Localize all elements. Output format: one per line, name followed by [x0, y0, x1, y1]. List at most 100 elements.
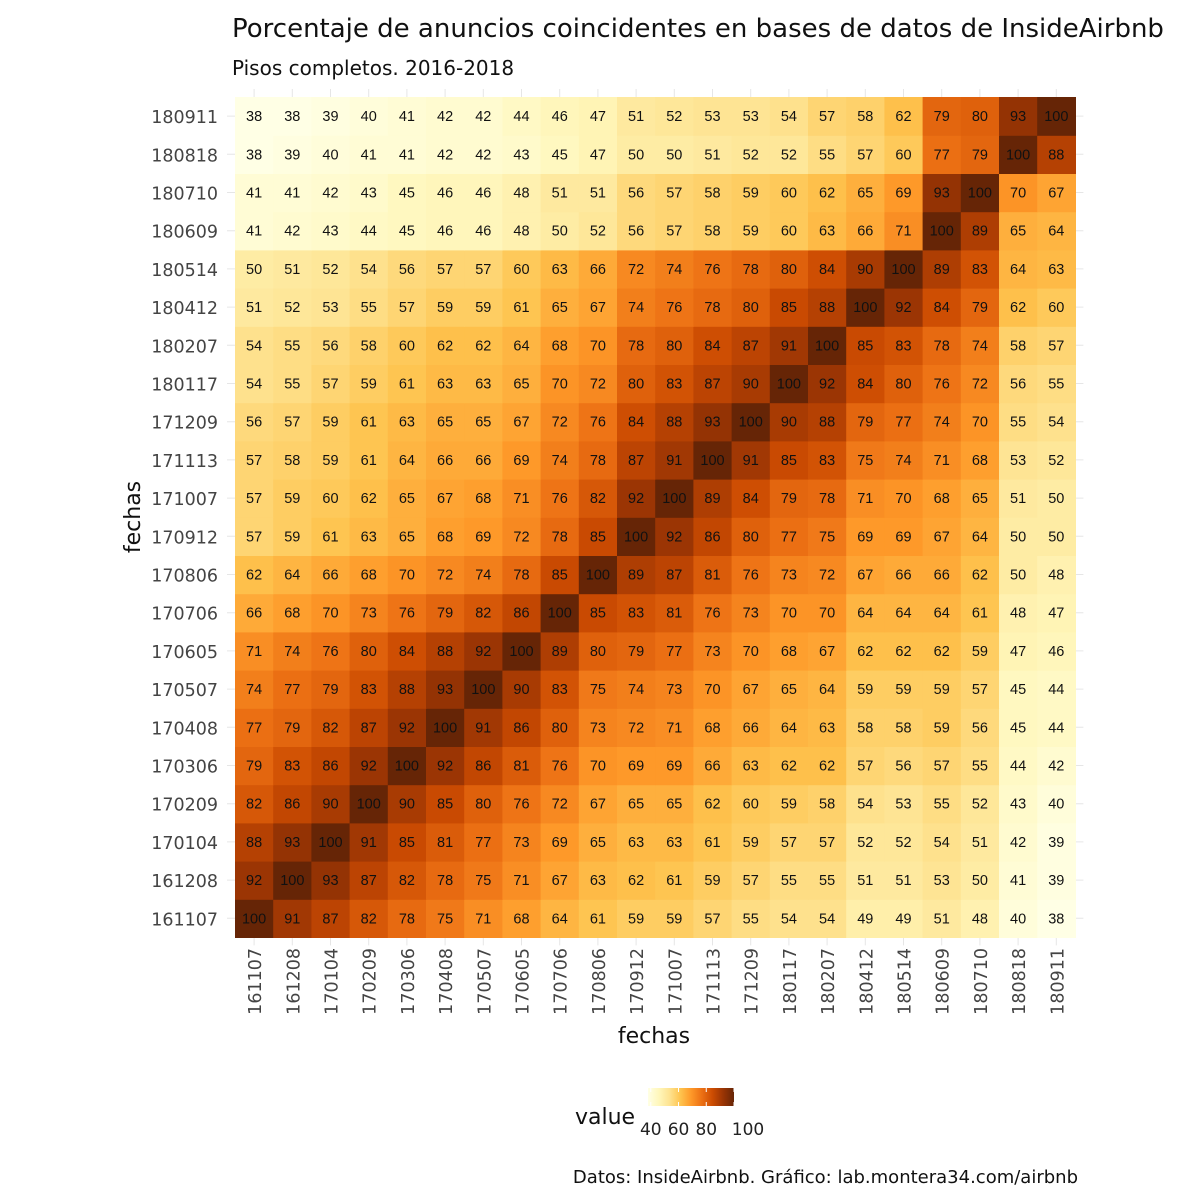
cell-value-label: 61: [399, 377, 415, 393]
cell-value-label: 55: [284, 338, 300, 354]
cell-value-label: 46: [437, 224, 453, 240]
y-tick-label: 180514: [151, 261, 218, 281]
heatmap-cell: [999, 517, 1038, 556]
x-tick-label: 170806: [590, 948, 610, 1015]
heatmap-cell: [502, 249, 542, 289]
legend-title: value: [575, 1105, 635, 1130]
heatmap-cell: [808, 746, 847, 786]
cell-value-label: 52: [972, 797, 988, 813]
heatmap-cell: [349, 822, 389, 862]
cell-value-label: 69: [895, 186, 911, 202]
cell-value-label: 76: [590, 415, 606, 431]
cell-value-label: 84: [399, 644, 415, 660]
cell-value-label: 42: [437, 109, 453, 125]
cell-value-label: 81: [437, 835, 453, 851]
heatmap-cell: [235, 899, 274, 938]
cell-value-label: 56: [399, 262, 415, 278]
heatmap-cell: [922, 135, 962, 174]
heatmap-cell: [387, 899, 427, 938]
heatmap-cell: [540, 249, 580, 289]
heatmap-cell: [235, 326, 274, 365]
cell-value-label: 90: [781, 415, 797, 431]
legend-tick-label: 80: [695, 1120, 717, 1140]
heatmap-cell: [426, 593, 465, 633]
cell-value-label: 83: [628, 606, 644, 622]
heatmap-cell: [808, 479, 847, 518]
cell-value-label: 57: [666, 186, 682, 202]
heatmap-cell: [960, 746, 1000, 786]
heatmap-cell: [464, 402, 503, 442]
heatmap-cell: [960, 97, 1000, 136]
cell-value-label: 68: [704, 720, 720, 736]
heatmap-cell: [273, 479, 312, 518]
heatmap-cell: [846, 708, 885, 747]
heatmap-cell: [426, 249, 465, 289]
heatmap-cell: [1037, 135, 1076, 174]
heatmap-cell: [846, 479, 885, 518]
cell-value-label: 64: [284, 568, 300, 584]
heatmap-cell: [999, 135, 1038, 174]
heatmap-cell: [617, 670, 656, 709]
heatmap-cell: [884, 708, 924, 747]
cell-value-label: 51: [704, 147, 720, 163]
heatmap-cell: [235, 97, 274, 136]
cell-value-label: 75: [437, 911, 453, 927]
heatmap-cell: [464, 211, 503, 251]
heatmap-cell: [311, 631, 351, 671]
cell-value-label: 43: [322, 224, 338, 240]
heatmap-cell: [540, 288, 580, 327]
heatmap-cell: [731, 899, 771, 938]
cell-value-label: 63: [819, 224, 835, 240]
cell-value-label: 89: [628, 568, 644, 584]
heatmap-cell: [846, 822, 885, 862]
cell-value-label: 100: [1006, 147, 1030, 163]
heatmap-cell: [426, 326, 465, 365]
cell-value-label: 57: [972, 682, 988, 698]
cell-value-label: 38: [284, 109, 300, 125]
cell-value-label: 62: [246, 568, 262, 584]
heatmap-cell: [731, 517, 771, 556]
legend-tick-label: 40: [640, 1120, 662, 1140]
heatmap-cell: [235, 402, 274, 442]
cell-value-label: 62: [361, 491, 377, 507]
y-tick-label: 180207: [151, 337, 218, 357]
heatmap-cell: [273, 402, 312, 442]
cell-value-label: 75: [819, 529, 835, 545]
heatmap-cell: [311, 173, 351, 213]
heatmap-cell: [960, 899, 1000, 938]
heatmap-cell: [731, 822, 771, 862]
heatmap-cell: [349, 861, 389, 900]
cell-value-label: 55: [284, 377, 300, 393]
heatmap-cell: [387, 211, 427, 251]
cell-value-label: 57: [246, 453, 262, 469]
heatmap-cell: [464, 326, 503, 365]
cell-value-label: 88: [437, 644, 453, 660]
heatmap-cell: [769, 822, 809, 862]
heatmap-cell: [578, 822, 618, 862]
cell-value-label: 54: [781, 109, 797, 125]
cell-value-label: 74: [552, 453, 568, 469]
cell-value-label: 67: [437, 491, 453, 507]
heatmap-cell: [1037, 746, 1076, 786]
cell-value-label: 74: [628, 300, 644, 316]
cell-value-label: 51: [857, 873, 873, 889]
heatmap-cell: [617, 97, 656, 136]
heatmap-cell: [540, 135, 580, 174]
heatmap-cell: [235, 708, 274, 747]
heatmap-cell: [617, 326, 656, 365]
heatmap-cell: [960, 364, 1000, 404]
heatmap-cell: [464, 288, 503, 327]
cell-value-label: 57: [857, 147, 873, 163]
heatmap-cell: [502, 593, 542, 633]
legend-ticks: 40 60 80 100: [640, 1088, 764, 1140]
heatmap-cell: [235, 746, 274, 786]
cell-value-label: 50: [246, 262, 262, 278]
cell-value-label: 57: [437, 262, 453, 278]
cell-value-label: 56: [972, 720, 988, 736]
heatmap-cell: [999, 288, 1038, 327]
cell-value-label: 91: [666, 453, 682, 469]
cell-value-label: 93: [322, 873, 338, 889]
cell-value-label: 64: [513, 338, 529, 354]
cell-value-label: 55: [819, 873, 835, 889]
heatmap-cell: [617, 899, 656, 938]
